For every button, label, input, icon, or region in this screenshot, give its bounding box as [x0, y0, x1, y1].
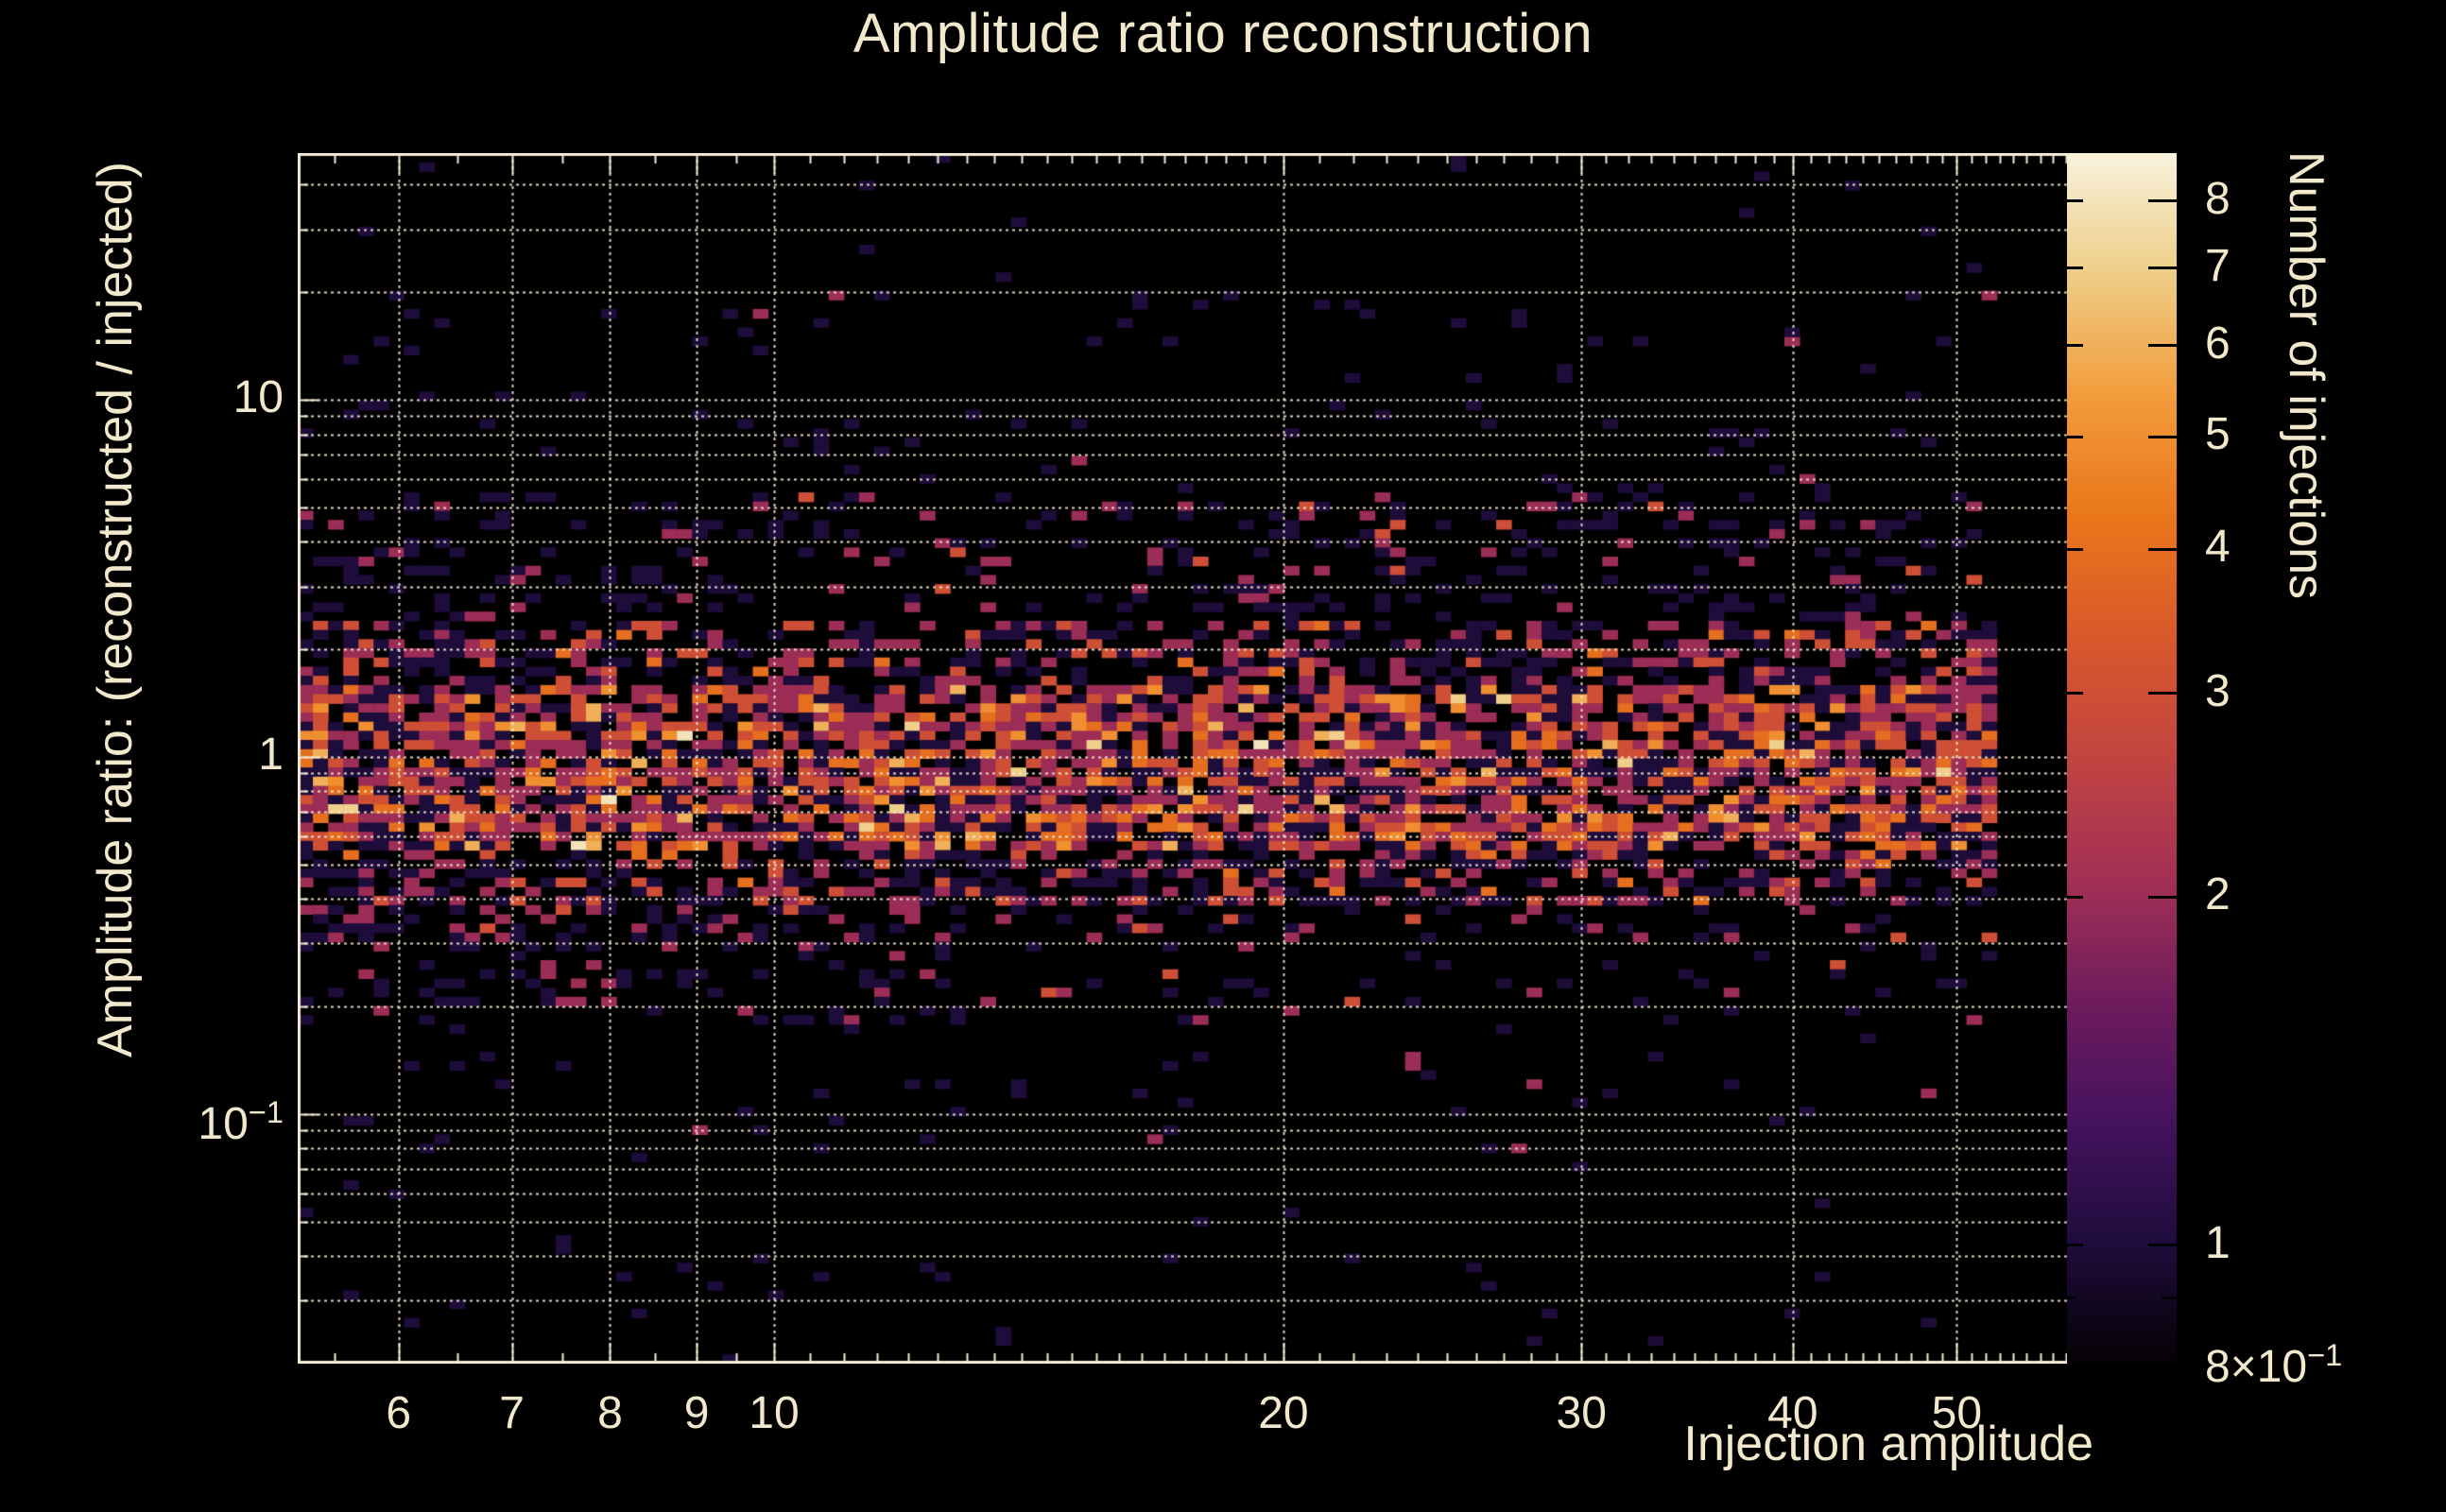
colorbar-tick-label: 2 [2205, 869, 2231, 920]
x-tick-label: 10 [749, 1388, 800, 1438]
colorbar [2067, 153, 2177, 1364]
colorbar-major-tick [2148, 895, 2177, 899]
colorbar-tick-label: 8 [2205, 173, 2231, 224]
colorbar-minor-tick [2067, 1297, 2076, 1300]
colorbar-major-tick [2067, 547, 2083, 551]
colorbar-tick-label: 5 [2205, 409, 2231, 460]
colorbar-major-tick [2148, 435, 2177, 438]
colorbar-tick-label: 1 [2205, 1217, 2231, 1268]
colorbar-major-tick [2067, 1244, 2083, 1247]
colorbar-major-tick [2148, 547, 2177, 551]
colorbar-major-tick [2148, 1244, 2177, 1247]
x-tick-label: 40 [1767, 1388, 1818, 1438]
colorbar-major-tick [2067, 435, 2083, 438]
colorbar-tick-label: 7 [2205, 240, 2231, 291]
x-tick-label: 30 [1556, 1388, 1607, 1438]
colorbar-major-tick [2067, 895, 2083, 899]
y-tick-label: 10−1 [198, 1093, 284, 1149]
x-tick-label: 50 [1931, 1388, 1983, 1438]
page-title: Amplitude ratio reconstruction [853, 3, 1593, 64]
x-tick-label: 6 [386, 1388, 412, 1438]
colorbar-major-tick [2067, 344, 2083, 348]
colorbar-tick-label: 6 [2205, 318, 2231, 369]
colorbar-major-tick [2067, 266, 2083, 270]
colorbar-label: Number of injections [2279, 151, 2334, 599]
colorbar-major-tick [2148, 344, 2177, 348]
colorbar-major-tick [2148, 692, 2177, 696]
y-tick-label: 10 [233, 371, 284, 422]
x-tick-label: 9 [683, 1388, 710, 1438]
colorbar-tick-label: 4 [2205, 522, 2231, 572]
x-tick-label: 7 [499, 1388, 525, 1438]
x-axis-label: Injection amplitude [1683, 1417, 2093, 1471]
colorbar-minor-tick [2162, 1297, 2177, 1300]
colorbar-major-tick [2067, 692, 2083, 696]
heatmap-plot-area [298, 153, 2103, 1364]
colorbar-tick-label: 8×10−1 [2205, 1337, 2343, 1393]
y-axis-label: Amplitude ratio: (reconstructed / inject… [88, 162, 143, 1057]
x-tick-label: 8 [597, 1388, 623, 1438]
colorbar-major-tick [2148, 266, 2177, 270]
y-tick-label: 1 [258, 729, 284, 780]
colorbar-tick-label: 3 [2205, 665, 2231, 716]
x-tick-label: 20 [1258, 1388, 1309, 1438]
colorbar-major-tick [2148, 199, 2177, 203]
colorbar-major-tick [2067, 199, 2083, 203]
